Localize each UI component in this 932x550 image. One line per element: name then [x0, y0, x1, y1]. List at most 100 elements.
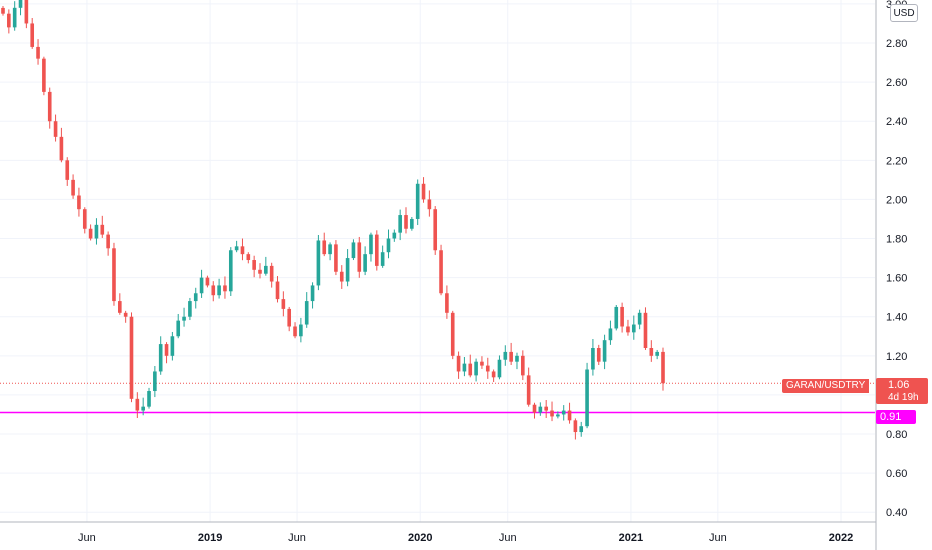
candle-body — [626, 326, 630, 333]
candle-body — [567, 410, 572, 421]
candle-body — [42, 58, 46, 92]
candle-body — [374, 234, 379, 266]
candle-body — [153, 371, 157, 392]
horizontal-level-badge: 0.91 — [876, 410, 916, 424]
candle-body — [421, 183, 426, 200]
candle-body — [608, 328, 613, 341]
ticker-label: GARAN/USDTRY — [782, 379, 870, 393]
candle-body — [544, 406, 548, 411]
candle-body — [264, 265, 268, 274]
candle-body — [77, 195, 81, 210]
candle-body — [176, 320, 181, 337]
price-tick-label: 2.80 — [886, 38, 907, 50]
bar-countdown: 4d 19h — [888, 392, 919, 403]
time-tick-label: Jun — [288, 532, 306, 544]
last-price-badge: 1.06 4d 19h — [876, 378, 928, 404]
candle-body — [538, 406, 543, 413]
candle-body — [655, 351, 659, 356]
price-tick-label: 2.60 — [886, 77, 907, 89]
candle-body — [480, 361, 484, 366]
time-tick-label: Jun — [709, 532, 727, 544]
candle-body — [357, 242, 362, 272]
candle-body — [112, 248, 116, 302]
candle-body — [24, 0, 29, 24]
candle-body — [532, 404, 537, 413]
candle-body — [427, 199, 432, 210]
candle-body — [328, 244, 332, 255]
time-tick-label: 2022 — [829, 532, 853, 544]
candle-body — [199, 277, 204, 294]
candle-body — [118, 301, 122, 313]
candle-body — [82, 209, 87, 229]
price-axis[interactable]: 3.002.802.602.402.202.001.801.601.401.20… — [886, 0, 907, 519]
candle-body — [88, 228, 93, 239]
candle-body — [392, 232, 397, 239]
candle-body — [293, 326, 297, 337]
candle-body — [304, 301, 309, 325]
candle-body — [474, 361, 478, 376]
candle-body — [205, 277, 210, 286]
price-tick-label: 1.20 — [886, 351, 907, 363]
price-tick-label: 0.60 — [886, 468, 907, 480]
last-price-value: 1.06 — [888, 379, 910, 391]
time-axis[interactable]: Jun 2019 Jun 2020 Jun 2021 Jun 2022 — [78, 532, 853, 544]
price-tick-label: 1.60 — [886, 273, 907, 285]
candle-body — [211, 285, 216, 296]
candle-body — [158, 344, 163, 372]
price-tick-label: 1.80 — [886, 234, 907, 246]
candle-body — [521, 355, 525, 376]
candle-body — [147, 391, 151, 407]
price-tick-label: 2.40 — [886, 116, 907, 128]
candle-body — [100, 224, 105, 235]
candle-body — [620, 306, 624, 327]
candle-body — [468, 363, 473, 376]
candle-body — [123, 312, 128, 317]
candle-body — [275, 281, 280, 300]
candle-body — [503, 351, 508, 360]
candle-body — [310, 285, 315, 302]
price-tick-label: 0.40 — [886, 507, 907, 519]
currency-label[interactable]: USD — [890, 4, 918, 22]
candle-body — [30, 23, 35, 47]
candle-body — [240, 246, 245, 255]
candle-body — [398, 215, 402, 233]
price-tick-label: 2.20 — [886, 155, 907, 167]
candles — [1, 0, 665, 440]
candle-body — [649, 348, 654, 356]
candle-body — [591, 348, 595, 370]
candle-body — [561, 410, 566, 415]
candle-body — [1, 7, 5, 14]
candle-body — [36, 46, 40, 59]
candle-body — [188, 301, 192, 317]
candle-body — [65, 160, 70, 180]
candle-body — [439, 250, 443, 294]
candle-body — [485, 365, 490, 372]
candle-body — [573, 420, 578, 433]
time-tick-label: Jun — [499, 532, 517, 544]
candle-body — [380, 252, 385, 266]
candle-body — [322, 240, 327, 255]
candle-body — [585, 369, 589, 427]
candle-body — [141, 406, 145, 411]
candle-body — [363, 254, 367, 272]
candle-body — [234, 246, 239, 251]
candle-body — [596, 348, 601, 362]
candle-body — [579, 426, 584, 433]
candle-body — [491, 371, 496, 378]
candle-body — [7, 13, 11, 28]
candle-body — [59, 136, 64, 161]
candle-body — [351, 242, 356, 259]
price-tick-label: 2.00 — [886, 194, 907, 206]
candle-body — [106, 234, 110, 249]
candle-body — [71, 179, 75, 196]
chart-grid — [0, 0, 875, 522]
candle-body — [462, 363, 467, 372]
candle-body — [170, 336, 175, 356]
candle-body — [12, 7, 17, 28]
candle-body — [661, 351, 665, 384]
candle-body — [287, 308, 292, 327]
candle-body — [515, 355, 519, 362]
candle-body — [369, 234, 373, 255]
candle-body — [415, 183, 420, 219]
